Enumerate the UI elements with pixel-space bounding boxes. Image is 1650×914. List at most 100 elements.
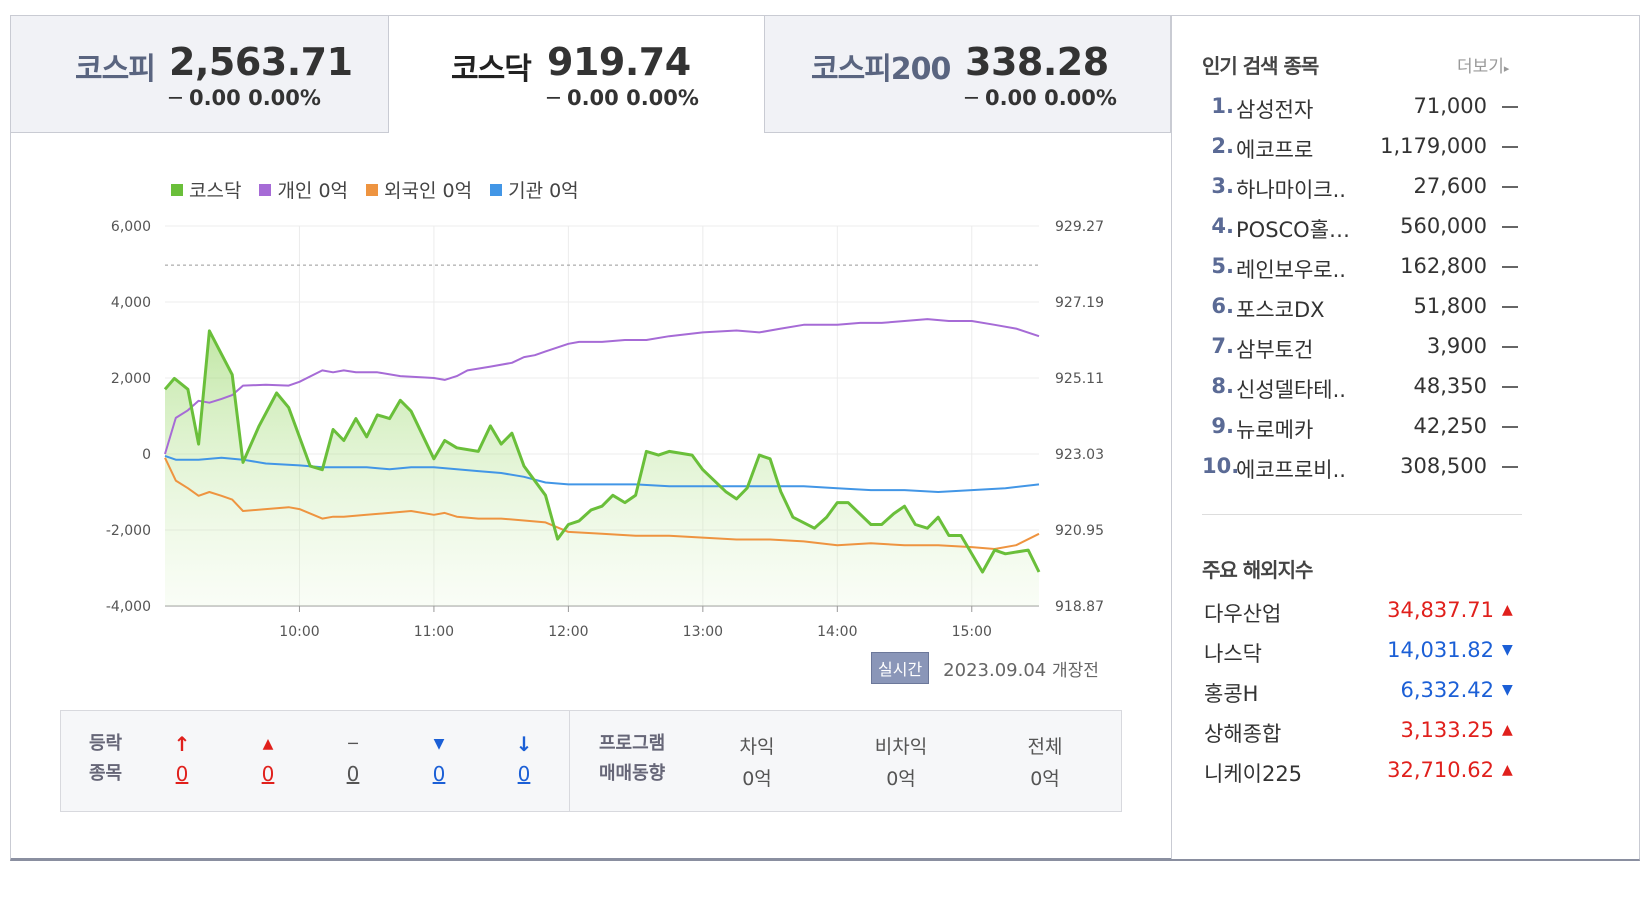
left-tick-label: 0 <box>142 447 151 463</box>
unchanged-dash-icon <box>1502 466 1518 468</box>
tab-kospi200[interactable]: 코스피200 338.28 ─ 0.00 0.00% <box>765 16 1171 133</box>
index-name-link[interactable]: 나스닥 <box>1204 642 1262 666</box>
more-link[interactable]: 더보기▸ <box>1457 57 1510 77</box>
popular-stock-row[interactable]: 1. 삼성전자 71,000 <box>1202 94 1522 134</box>
unchanged-dash-icon <box>1502 306 1518 308</box>
unchanged-count-link[interactable]: 0 <box>346 762 360 786</box>
legend-item-foreign[interactable]: 외국인 0억 <box>366 176 472 203</box>
unchanged-dash-icon <box>1502 106 1518 108</box>
series-area-0 <box>165 330 1039 606</box>
stock-price: 308,500 <box>1400 454 1487 478</box>
stock-name-link[interactable]: 레인보우로.. <box>1236 258 1346 282</box>
popular-stock-row[interactable]: 2. 에코프로 1,179,000 <box>1202 134 1522 174</box>
x-tick-label: 15:00 <box>952 624 992 640</box>
stock-name-link[interactable]: 에코프로 <box>1236 138 1314 162</box>
tab-kospi[interactable]: 코스피 2,563.71 ─ 0.00 0.00% <box>11 16 389 133</box>
legend-item-kosdaq[interactable]: 코스닥 <box>171 176 241 203</box>
legend-label: 외국인 0억 <box>384 180 473 202</box>
rank-number: 2. <box>1211 134 1234 158</box>
index-value: 6,332.42 <box>1400 678 1494 702</box>
chart-legend: 코스닥 개인 0억 외국인 0억 기관 0억 <box>171 176 579 203</box>
unchanged-dash-icon <box>1502 386 1518 388</box>
index-name-link[interactable]: 상해종합 <box>1204 722 1282 746</box>
popular-stock-row[interactable]: 9. 뉴로메카 42,250 <box>1202 414 1522 454</box>
limit-up-column: ↑ 0 <box>162 729 202 789</box>
tab-kosdaq[interactable]: 코스닥 919.74 ─ 0.00 0.00% <box>389 16 765 133</box>
overseas-index-row[interactable]: 홍콩H 6,332.42 ▼ <box>1204 678 1524 718</box>
right-tick-label: 927.19 <box>1055 295 1104 311</box>
index-tabs: 코스피 2,563.71 ─ 0.00 0.00% 코스닥 919.74 ─ 0… <box>11 16 1171 133</box>
left-tick-label: -4,000 <box>106 599 151 615</box>
left-tick-label: 6,000 <box>111 219 151 235</box>
stock-name-link[interactable]: 삼성전자 <box>1236 98 1314 122</box>
limit-down-column: ↓ 0 <box>504 729 544 789</box>
index-name-link[interactable]: 니케이225 <box>1204 762 1303 786</box>
popular-stock-row[interactable]: 8. 신성델타테.. 48,350 <box>1202 374 1522 414</box>
limit-up-icon: ↑ <box>173 732 191 756</box>
stock-name-link[interactable]: 삼부토건 <box>1236 338 1314 362</box>
stock-price: 48,350 <box>1413 374 1487 398</box>
stock-price: 27,600 <box>1413 174 1487 198</box>
tab-value: 338.28 <box>965 40 1109 84</box>
tab-change: ─ 0.00 0.00% <box>169 86 321 110</box>
stock-name-link[interactable]: POSCO홀… <box>1236 218 1351 242</box>
unchanged-column: ─ 0 <box>333 729 373 789</box>
tab-value: 2,563.71 <box>169 40 353 84</box>
fall-count-link[interactable]: 0 <box>432 762 446 786</box>
limit-down-icon: ↓ <box>515 732 533 756</box>
rise-column: ▲ 0 <box>248 729 288 789</box>
popular-stock-row[interactable]: 7. 삼부토건 3,900 <box>1202 334 1522 374</box>
overseas-index-row[interactable]: 나스닥 14,031.82 ▼ <box>1204 638 1524 678</box>
series-line-3 <box>164 454 1040 493</box>
index-name-link[interactable]: 다우산업 <box>1204 602 1282 626</box>
legend-item-institution[interactable]: 기관 0억 <box>490 176 579 203</box>
unchanged-dash-icon <box>1502 146 1518 148</box>
legend-item-individual[interactable]: 개인 0억 <box>259 176 348 203</box>
legend-label: 개인 0억 <box>277 180 349 202</box>
stock-name-link[interactable]: 신성델타테.. <box>1236 378 1346 402</box>
legend-swatch <box>366 183 379 196</box>
legend-label: 코스닥 <box>189 180 242 202</box>
popular-stock-row[interactable]: 3. 하나마이크.. 27,600 <box>1202 174 1522 214</box>
stock-name-link[interactable]: 포스코DX <box>1236 298 1325 322</box>
series-line-1 <box>164 318 1040 455</box>
legend-swatch <box>490 183 503 196</box>
index-name-link[interactable]: 홍콩H <box>1204 682 1259 706</box>
rank-number: 7. <box>1211 334 1234 358</box>
series-line-0 <box>163 329 1041 574</box>
rank-number: 8. <box>1211 374 1234 398</box>
stock-name-link[interactable]: 하나마이크.. <box>1236 178 1346 202</box>
overseas-index-title: 주요 해외지수 <box>1202 558 1313 582</box>
overseas-index-row[interactable]: 니케이225 32,710.62 ▲ <box>1204 758 1524 798</box>
stock-name-link[interactable]: 뉴로메카 <box>1236 418 1314 442</box>
limit-down-count-link[interactable]: 0 <box>517 762 531 786</box>
overseas-index-row[interactable]: 다우산업 34,837.71 ▲ <box>1204 598 1524 638</box>
x-tick-label: 14:00 <box>817 624 857 640</box>
realtime-badge: 실시간 <box>871 652 930 684</box>
popular-stock-row[interactable]: 4. POSCO홀… 560,000 <box>1202 214 1522 254</box>
stock-price: 560,000 <box>1400 214 1487 238</box>
popular-stock-row[interactable]: 5. 레인보우로.. 162,800 <box>1202 254 1522 294</box>
x-tick-label: 13:00 <box>683 624 723 640</box>
rank-number: 5. <box>1211 254 1234 278</box>
stock-name-link[interactable]: 에코프로비.. <box>1236 458 1346 482</box>
right-tick-label: 923.03 <box>1055 447 1104 463</box>
right-tick-label: 925.11 <box>1055 371 1104 387</box>
rise-count-link[interactable]: 0 <box>261 762 275 786</box>
summary-divider <box>569 711 570 811</box>
popular-stock-row[interactable]: 6. 포스코DX 51,800 <box>1202 294 1522 334</box>
caret-right-icon: ▸ <box>1503 62 1510 75</box>
unchanged-dash-icon <box>1502 186 1518 188</box>
unchanged-dash-icon <box>1502 346 1518 348</box>
advance-decline-summary: 등락 종목 ↑ 0 ▲ 0 ─ 0 ▼ 0 ↓ 0 프로그램 매매동향 차익 <box>60 710 1122 812</box>
rank-number: 10. <box>1202 454 1240 478</box>
program-label: 프로그램 매매동향 <box>599 733 666 784</box>
legend-label: 기관 0억 <box>508 180 579 202</box>
limit-up-count-link[interactable]: 0 <box>175 762 189 786</box>
overseas-index-row[interactable]: 상해종합 3,133.25 ▲ <box>1204 718 1524 758</box>
stock-price: 3,900 <box>1426 334 1487 358</box>
x-tick-label: 11:00 <box>414 624 454 640</box>
popular-stock-row[interactable]: 10. 에코프로비.. 308,500 <box>1202 454 1522 494</box>
left-tick-label: -2,000 <box>106 523 151 539</box>
x-tick-label: 12:00 <box>548 624 588 640</box>
